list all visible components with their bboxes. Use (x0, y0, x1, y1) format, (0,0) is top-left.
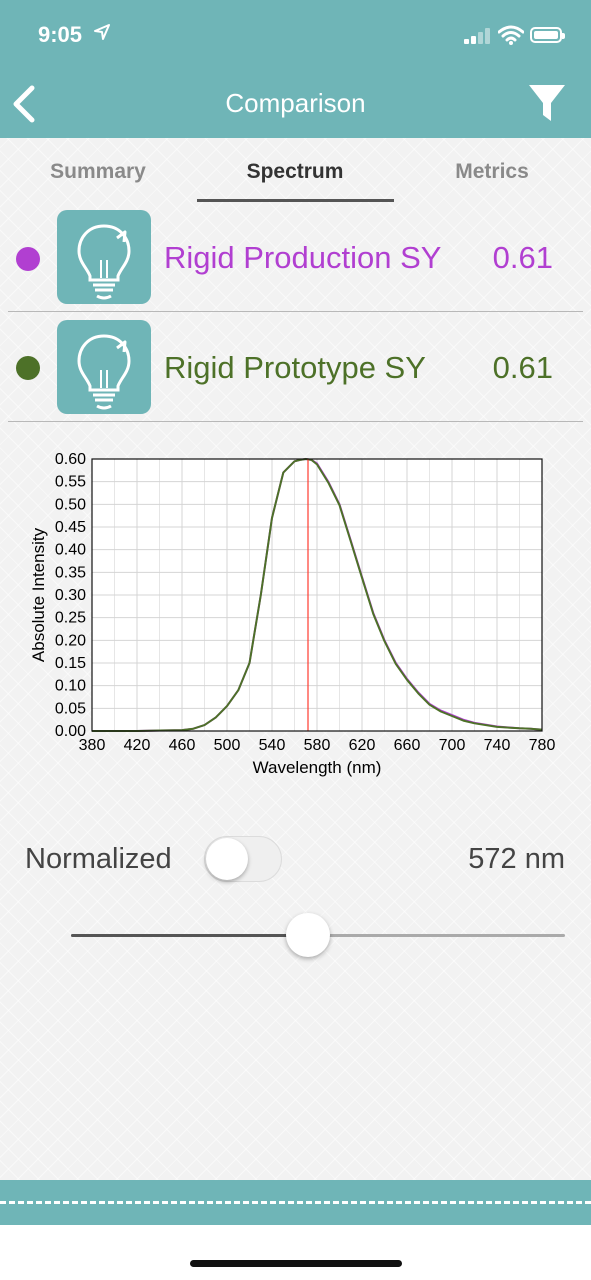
wavelength-readout: 572 nm (468, 843, 565, 875)
series-color-dot (16, 247, 40, 271)
y-tick-label: 0.40 (55, 542, 86, 559)
y-axis-label: Absolute Intensity (29, 527, 48, 662)
y-tick-label: 0.60 (55, 451, 86, 468)
y-tick-label: 0.55 (55, 474, 86, 491)
slider-fill (71, 934, 309, 937)
y-tick-label: 0.25 (55, 610, 86, 627)
x-axis-label: Wavelength (nm) (253, 758, 382, 777)
home-indicator[interactable] (190, 1260, 402, 1267)
divider (8, 311, 583, 312)
x-tick-label: 660 (394, 737, 421, 754)
y-tick-label: 0.50 (55, 496, 86, 513)
location-arrow-icon (94, 24, 110, 40)
series-line-2 (92, 458, 543, 732)
y-tick-label: 0.35 (55, 564, 86, 581)
y-tick-label: 0.15 (55, 655, 86, 672)
app-header: 9:05 Comparison (0, 0, 591, 138)
tab-summary[interactable]: Summary (50, 160, 146, 183)
x-tick-label: 460 (169, 737, 196, 754)
x-tick-label: 620 (349, 737, 376, 754)
x-tick-label: 420 (124, 737, 151, 754)
slider-thumb[interactable] (286, 913, 331, 957)
plot-frame (91, 458, 543, 732)
filter-button[interactable] (528, 83, 566, 123)
battery-icon (530, 27, 565, 43)
y-tick-label: 0.30 (55, 587, 86, 604)
footer-bar (0, 1180, 591, 1225)
y-tick-label: 0.00 (55, 723, 86, 740)
x-tick-label: 500 (214, 737, 241, 754)
lightbulb-icon (57, 320, 151, 414)
y-tick-label: 0.45 (55, 519, 86, 536)
x-tick-label: 580 (304, 737, 331, 754)
normalized-toggle[interactable] (204, 836, 282, 882)
series-color-dot (16, 356, 40, 380)
tab-bar: Summary Spectrum Metrics (0, 138, 591, 202)
x-tick-label: 780 (529, 737, 556, 754)
divider (8, 421, 583, 422)
back-button[interactable] (10, 84, 40, 124)
page-title: Comparison (225, 88, 366, 118)
x-tick-label: 740 (484, 737, 511, 754)
tab-metrics[interactable]: Metrics (455, 160, 529, 183)
status-time: 9:05 (38, 22, 83, 47)
tab-spectrum[interactable]: Spectrum (246, 160, 344, 183)
active-tab-indicator (197, 199, 394, 202)
x-tick-label: 540 (259, 737, 286, 754)
wifi-icon (498, 25, 524, 45)
cellular-signal-icon (464, 28, 490, 44)
footer-dashed-line (0, 1201, 591, 1204)
list-item[interactable]: Rigid Prototype SY 0.61 (0, 312, 591, 422)
normalized-label: Normalized (25, 843, 172, 875)
y-tick-label: 0.20 (55, 632, 86, 649)
item-value: 0.61 (492, 350, 553, 385)
item-value: 0.61 (492, 240, 553, 275)
lightbulb-icon (57, 210, 151, 304)
wavelength-slider[interactable] (71, 910, 565, 960)
home-indicator-area (0, 1225, 591, 1280)
list-item[interactable]: Rigid Production SY 0.61 (0, 202, 591, 312)
y-tick-label: 0.05 (55, 700, 86, 717)
x-tick-label: 700 (439, 737, 466, 754)
item-name: Rigid Production SY (164, 240, 442, 275)
x-tick-label: 380 (79, 737, 106, 754)
spectrum-chart: 380 420 460 500 540 580 620 660 700 740 780 0.00 0.0… (29, 451, 556, 777)
item-name: Rigid Prototype SY (164, 350, 426, 385)
y-tick-label: 0.10 (55, 678, 86, 695)
toggle-knob (206, 838, 248, 880)
